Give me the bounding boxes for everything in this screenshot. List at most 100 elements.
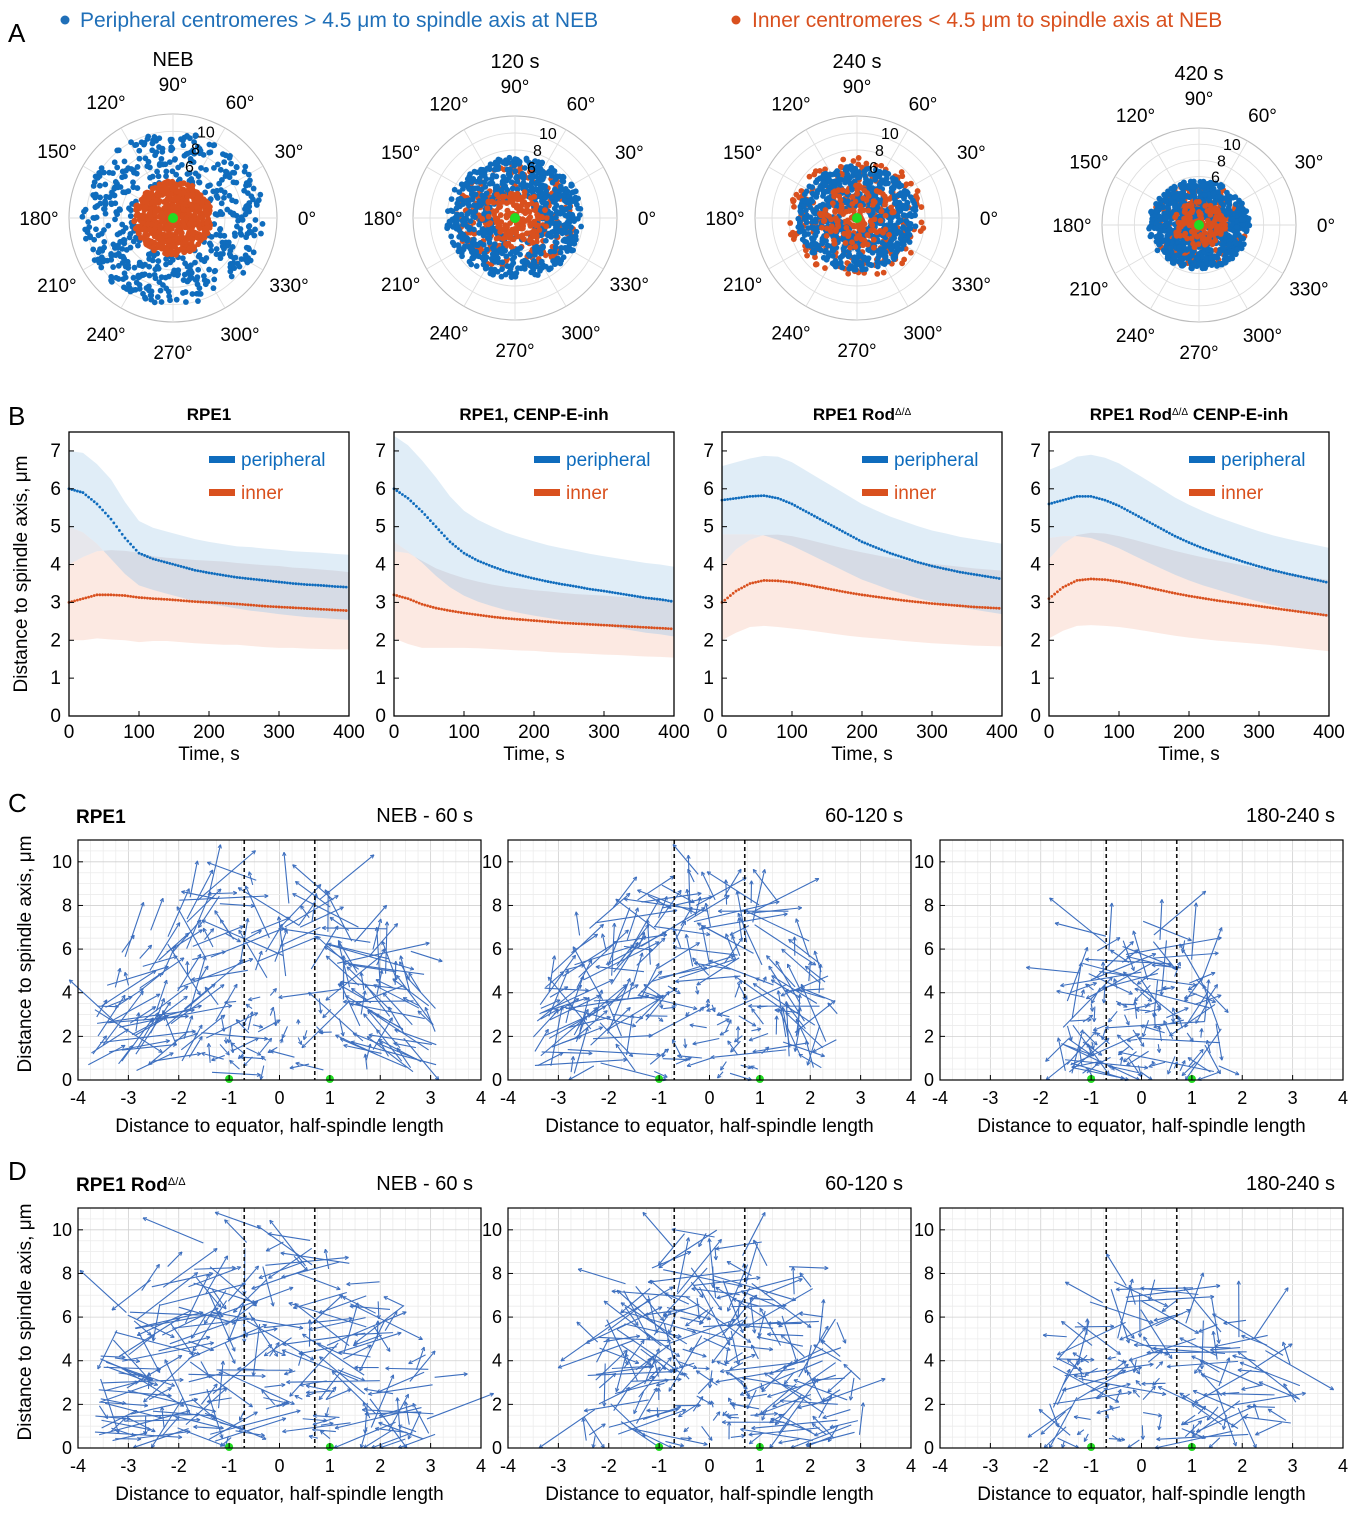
peripheral-point: [890, 185, 897, 192]
peripheral-point: [221, 159, 228, 166]
peripheral-point: [499, 259, 506, 266]
panel-label-b: B: [8, 401, 25, 431]
polar-title: 420 s: [1175, 63, 1224, 85]
peripheral-mean-point: [969, 572, 973, 576]
peripheral-point: [539, 264, 545, 271]
inner-mean-point: [123, 594, 127, 597]
peripheral-point: [225, 239, 232, 246]
polar-angle-label: 240°: [771, 323, 810, 344]
y-axis-label: Distance to spindle axis, μm: [11, 456, 32, 693]
peripheral-point: [486, 180, 493, 187]
peripheral-mean-point: [221, 573, 225, 577]
peripheral-mean-point: [955, 570, 959, 573]
peripheral-mean-point: [888, 551, 892, 555]
peripheral-mean-point: [981, 574, 984, 578]
peripheral-point: [200, 273, 207, 279]
polar-title: 240 s: [833, 51, 882, 73]
inner-point: [157, 223, 163, 230]
inner-point: [880, 269, 887, 276]
peripheral-mean-point: [880, 548, 883, 552]
peripheral-point: [133, 279, 140, 286]
peripheral-mean-point: [294, 582, 298, 586]
inner-mean-point: [602, 623, 606, 627]
peripheral-mean-point: [771, 495, 774, 499]
inner-point: [1195, 198, 1202, 205]
peripheral-mean-point: [417, 507, 421, 511]
polar-angle-label: 210°: [381, 275, 420, 296]
peripheral-mean-point: [552, 581, 555, 585]
peripheral-mean-point: [258, 578, 261, 582]
inner-point: [844, 217, 851, 224]
peripheral-point: [468, 179, 475, 185]
peripheral-point: [810, 207, 816, 214]
inner-mean-point: [182, 599, 186, 603]
peripheral-mean-point: [919, 561, 923, 565]
peripheral-mean-point: [210, 571, 214, 575]
inner-mean-point: [76, 598, 79, 602]
peripheral-point: [458, 231, 465, 237]
peripheral-mean-point: [975, 573, 979, 577]
polar-plot-0: NEB0°30°60°90°120°150°180°210°240°270°30…: [19, 49, 316, 364]
peripheral-point: [242, 256, 249, 263]
inner-point: [505, 240, 512, 247]
peripheral-point: [528, 162, 535, 168]
inner-mean-point: [213, 601, 217, 605]
peripheral-point: [133, 170, 140, 177]
peripheral-point: [523, 157, 530, 163]
peripheral-mean-point: [633, 594, 637, 598]
inner-point: [1202, 203, 1209, 209]
inner-mean-point: [246, 603, 250, 607]
spindle-axis-marker: [168, 213, 178, 223]
x-tick-label: 100: [448, 722, 480, 743]
peripheral-mean-point: [627, 593, 631, 597]
polar-angle-label: 240°: [1116, 326, 1155, 347]
peripheral-mean-point: [90, 498, 93, 501]
peripheral-point: [183, 299, 189, 305]
peripheral-point: [163, 261, 169, 268]
peripheral-mean-point: [807, 511, 811, 515]
inner-mean-point: [723, 598, 727, 602]
peripheral-mean-point: [165, 561, 169, 565]
peripheral-mean-point: [650, 597, 653, 600]
inner-point: [485, 213, 492, 220]
peripheral-point: [1164, 253, 1171, 260]
peripheral-point: [530, 258, 537, 265]
inner-point: [500, 235, 507, 242]
peripheral-point: [114, 231, 121, 238]
peripheral-point: [892, 227, 899, 234]
inner-point: [855, 155, 862, 161]
inner-point: [835, 218, 841, 224]
inner-mean-point: [501, 616, 505, 620]
peripheral-mean-point: [112, 521, 116, 525]
peripheral-point: [250, 185, 257, 192]
peripheral-point: [163, 173, 169, 180]
inner-mean-point: [316, 607, 320, 611]
polar-angle-label: 210°: [37, 276, 76, 297]
peripheral-mean-point: [804, 510, 808, 513]
peripheral-point: [865, 261, 872, 268]
peripheral-point: [180, 142, 187, 149]
inner-mean-point: [101, 593, 104, 597]
inner-mean-point: [588, 622, 592, 626]
peripheral-point: [114, 244, 121, 251]
inner-point: [802, 247, 809, 254]
inner-point: [507, 198, 513, 205]
inner-point: [166, 196, 173, 203]
peripheral-mean-point: [336, 585, 340, 589]
peripheral-mean-point: [311, 583, 314, 587]
inner-mean-point: [401, 595, 404, 599]
spindle-axis-marker: [1194, 220, 1204, 230]
peripheral-mean-point: [339, 585, 342, 589]
peripheral-point: [188, 157, 194, 164]
inner-mean-point: [810, 584, 813, 588]
inner-point: [173, 188, 180, 195]
peripheral-mean-point: [832, 525, 836, 529]
peripheral-mean-point: [185, 566, 188, 570]
peripheral-mean-point: [591, 588, 595, 591]
inner-mean-point: [260, 604, 264, 608]
x-tick-label: 100: [123, 722, 155, 743]
inner-point: [869, 222, 876, 228]
peripheral-point: [810, 191, 817, 198]
